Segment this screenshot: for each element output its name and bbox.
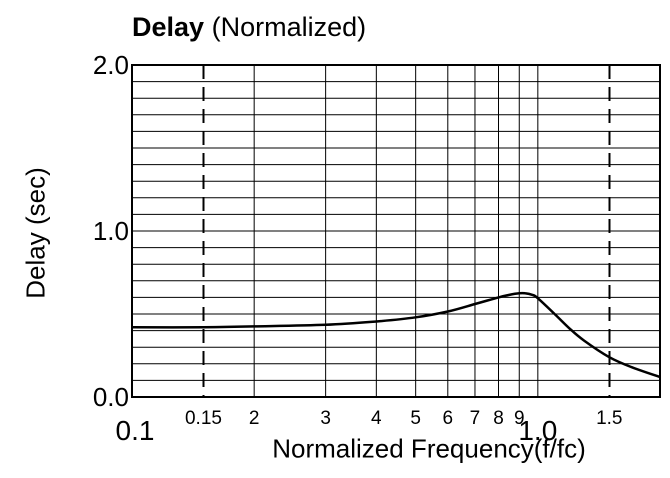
- plot-frame: [131, 64, 661, 398]
- y-tick-labels: 0.0 1.0 2.0: [93, 50, 129, 412]
- x-tick-label: 7: [470, 408, 481, 429]
- grid: [131, 64, 661, 398]
- x-tick-label: 6: [443, 408, 454, 429]
- x-tick-label: 0.1: [116, 415, 155, 446]
- chart-title-rest: (Normalized): [211, 12, 367, 42]
- series-layer: [131, 291, 661, 379]
- y-tick-label: 2.0: [93, 50, 129, 80]
- x-tick-label: 0.15: [185, 408, 222, 429]
- chart-title-bold: Delay: [132, 12, 205, 42]
- x-axis-label: Normalized Frequency(f/fc): [272, 433, 586, 464]
- x-tick-label: 2: [249, 408, 260, 429]
- x-tick-label: 1.5: [596, 408, 622, 429]
- x-tick-label: 5: [410, 408, 421, 429]
- chart-title: Delay (Normalized): [132, 12, 366, 43]
- x-tick-label: 1.0: [518, 415, 557, 446]
- delay-curve: [131, 291, 661, 379]
- dashed-markers: [202, 65, 611, 397]
- x-tick-labels: 0.1 0.15 2 3 4 5 6 7 8 91.0 1.5: [116, 408, 623, 446]
- y-tick-label: 0.0: [93, 382, 129, 412]
- x-tick-label: 3: [320, 408, 331, 429]
- x-tick-label: 4: [371, 408, 382, 429]
- y-tick-label: 1.0: [93, 216, 129, 246]
- x-tick-label: 9: [514, 408, 525, 429]
- x-tick-label: 8: [493, 408, 504, 429]
